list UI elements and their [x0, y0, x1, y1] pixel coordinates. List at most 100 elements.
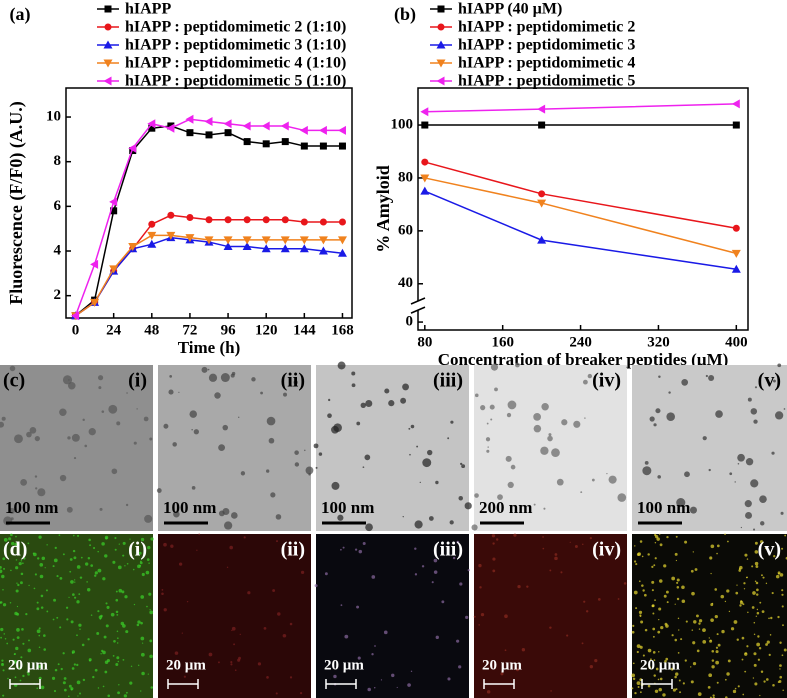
texture-dot: [698, 628, 701, 630]
texture-dot: [140, 537, 145, 542]
texture-dot: [59, 577, 63, 580]
data-point: [223, 236, 233, 245]
texture-dot: [351, 371, 356, 376]
texture-dot: [478, 563, 482, 568]
data-point: [223, 119, 232, 129]
texture-dot: [161, 592, 164, 596]
texture-dot: [66, 506, 73, 513]
texture-dot: [727, 659, 731, 663]
texture-dot: [714, 615, 718, 619]
data-point: [337, 236, 347, 245]
texture-dot: [569, 541, 571, 543]
data-point: [204, 116, 213, 126]
texture-dot: [515, 362, 520, 368]
texture-dot: [114, 548, 117, 551]
texture-dot: [689, 506, 697, 514]
scale-label: 20 µm: [324, 657, 364, 673]
texture-dot: [117, 660, 120, 663]
texture-dot: [659, 677, 663, 681]
texture-dot: [10, 533, 13, 537]
texture-dot: [753, 419, 758, 424]
x-tick-label: 24: [106, 322, 122, 338]
texture-dot: [90, 614, 93, 616]
texture-dot: [16, 605, 19, 608]
texture-dot: [456, 639, 460, 643]
scale-bar: [325, 679, 357, 689]
panel-label: (b): [394, 4, 416, 25]
texture-dot: [383, 630, 388, 635]
texture-dot: [54, 668, 58, 672]
series-line: [424, 161, 737, 229]
texture-dot: [98, 386, 102, 390]
texture-dot: [583, 600, 586, 603]
texture-dot: [148, 592, 152, 596]
texture-dot: [716, 633, 719, 636]
texture-dot: [111, 468, 118, 475]
texture-dot: [408, 427, 411, 430]
texture-dot: [781, 589, 784, 592]
texture-dot: [419, 481, 421, 484]
texture-dot: [756, 608, 759, 611]
texture-dot: [690, 569, 694, 573]
texture-dot: [38, 535, 42, 539]
data-point: [338, 142, 346, 150]
x-tick-label: 160: [491, 334, 514, 350]
x-tick-label: 120: [255, 322, 278, 338]
data-point: [732, 121, 740, 129]
texture-dot: [39, 574, 44, 579]
texture-dot: [79, 692, 82, 695]
texture-dot: [2, 588, 4, 591]
texture-dot: [678, 629, 680, 631]
texture-dot: [27, 542, 30, 545]
texture-dot: [505, 455, 512, 462]
texture-dot: [52, 565, 55, 568]
texture-dot: [362, 542, 366, 546]
texture-dot: [36, 601, 39, 604]
texture-dot: [94, 574, 97, 577]
texture-dot: [69, 558, 73, 561]
texture-dot: [101, 649, 104, 653]
texture-dot: [141, 671, 145, 676]
texture-dot: [542, 547, 545, 550]
texture-dot: [690, 680, 694, 684]
texture-dot: [14, 676, 17, 679]
texture-dot: [741, 658, 744, 661]
texture-dot: [778, 680, 782, 683]
data-point: [147, 119, 156, 129]
texture-dot: [71, 667, 75, 670]
texture-dot: [198, 533, 200, 536]
texture-dot: [270, 492, 276, 498]
texture-dot: [636, 552, 640, 556]
texture-dot: [351, 383, 356, 388]
texture-dot: [768, 653, 771, 656]
texture-dot: [112, 654, 115, 657]
texture-dot: [632, 662, 635, 665]
texture-dot: [663, 594, 667, 598]
texture-dot: [711, 665, 715, 669]
texture-dot: [191, 486, 196, 490]
texture-dot: [21, 628, 24, 631]
data-point: [280, 121, 289, 131]
texture-dot: [105, 602, 108, 605]
texture-dot: [36, 629, 41, 634]
texture-dot: [744, 553, 748, 557]
texture-dot: [543, 507, 546, 510]
texture-dot: [746, 558, 749, 560]
scale-label: 20 µm: [166, 657, 206, 673]
texture-dot: [715, 650, 719, 654]
texture-dot: [266, 676, 269, 679]
texture-dot: [658, 687, 662, 692]
texture-dot: [141, 642, 144, 644]
texture-dot: [117, 691, 120, 695]
texture-dot: [507, 481, 514, 489]
texture-dot: [102, 685, 105, 688]
texture-dot: [18, 666, 22, 670]
texture-dot: [681, 599, 686, 604]
texture-dot: [220, 373, 230, 383]
legend-marker: [103, 76, 112, 86]
texture-dot: [84, 444, 88, 448]
panel-label: (c): [3, 370, 25, 392]
texture-dot: [486, 690, 491, 694]
micrograph: [158, 534, 311, 698]
texture-dot: [636, 681, 641, 686]
